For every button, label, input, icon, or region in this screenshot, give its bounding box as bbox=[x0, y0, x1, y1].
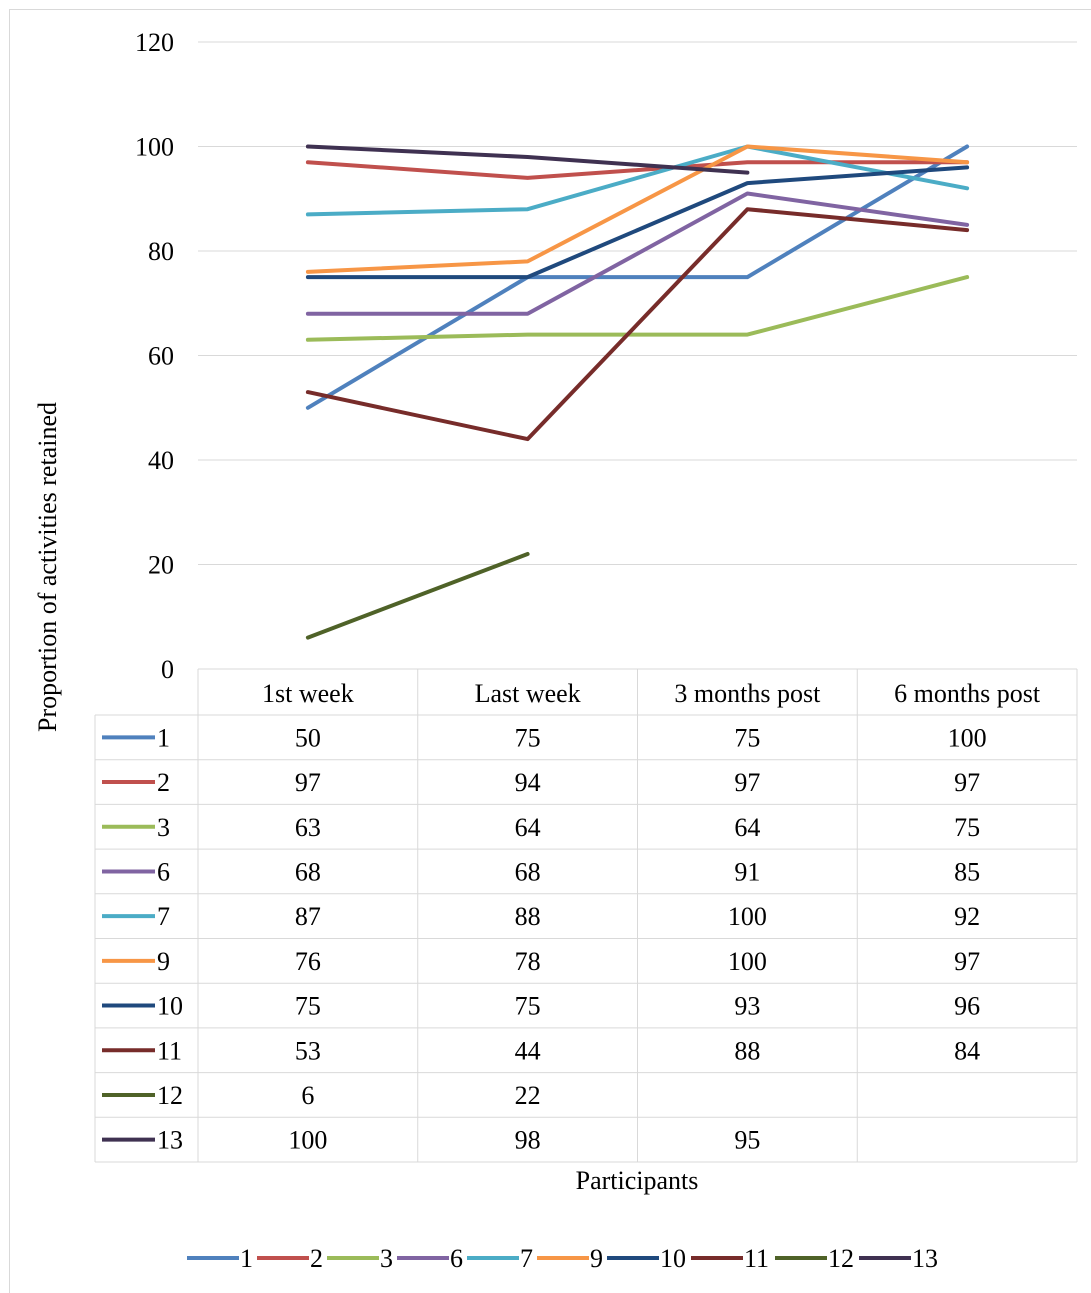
table-row-label: 7 bbox=[157, 902, 170, 931]
series-line bbox=[305, 191, 970, 316]
table-value-cell: 100 bbox=[728, 947, 767, 976]
table-value-cell: 100 bbox=[728, 902, 767, 931]
table-row-label: 3 bbox=[157, 813, 170, 842]
y-tick-label: 40 bbox=[148, 446, 174, 475]
table-value-cell: 92 bbox=[954, 902, 980, 931]
x-axis-title: Participants bbox=[576, 1166, 699, 1195]
table-value-cell: 75 bbox=[954, 813, 980, 842]
table-row-label: 12 bbox=[157, 1081, 183, 1110]
y-tick-label: 60 bbox=[148, 342, 174, 371]
legend-label: 13 bbox=[912, 1244, 938, 1273]
y-tick-label: 80 bbox=[148, 237, 174, 266]
table-value-cell: 100 bbox=[948, 723, 987, 752]
table-value-cell: 94 bbox=[515, 768, 541, 797]
table-row-label: 9 bbox=[157, 947, 170, 976]
table-value-cell: 75 bbox=[295, 992, 321, 1021]
legend-label: 12 bbox=[828, 1244, 854, 1273]
table-row-label: 13 bbox=[157, 1126, 183, 1155]
table-value-cell: 88 bbox=[734, 1036, 760, 1065]
legend-label: 2 bbox=[310, 1244, 323, 1273]
table-value-cell: 97 bbox=[295, 768, 321, 797]
series-line bbox=[305, 144, 970, 217]
series-line bbox=[305, 144, 970, 410]
table-value-cell: 64 bbox=[734, 813, 760, 842]
table-value-cell: 64 bbox=[515, 813, 541, 842]
y-tick-label: 100 bbox=[135, 133, 174, 162]
table-value-cell: 76 bbox=[295, 947, 321, 976]
legend-label: 11 bbox=[744, 1244, 769, 1273]
table-header-cell: 3 months post bbox=[674, 679, 821, 708]
table-value-cell: 96 bbox=[954, 992, 980, 1021]
table-value-cell: 91 bbox=[734, 857, 760, 886]
series-line bbox=[305, 144, 970, 274]
table-row-label: 10 bbox=[157, 992, 183, 1021]
legend-label: 10 bbox=[660, 1244, 686, 1273]
series-line bbox=[305, 144, 750, 175]
series-line bbox=[305, 207, 970, 442]
table-value-cell: 84 bbox=[954, 1036, 980, 1065]
table-row-label: 1 bbox=[157, 723, 170, 752]
table-value-cell: 68 bbox=[515, 857, 541, 886]
table-value-cell: 53 bbox=[295, 1036, 321, 1065]
table-value-cell: 95 bbox=[734, 1126, 760, 1155]
legend-label: 9 bbox=[590, 1244, 603, 1273]
series-line bbox=[305, 160, 970, 180]
y-tick-label: 20 bbox=[148, 551, 174, 580]
table-value-cell: 97 bbox=[954, 947, 980, 976]
table-value-cell: 75 bbox=[734, 723, 760, 752]
series-line bbox=[305, 275, 970, 342]
chart-frame bbox=[9, 9, 1091, 1293]
series-line bbox=[305, 552, 530, 640]
table-value-cell: 97 bbox=[734, 768, 760, 797]
table-header-cell: Last week bbox=[475, 679, 581, 708]
legend-label: 6 bbox=[450, 1244, 463, 1273]
series-line bbox=[305, 165, 970, 280]
table-value-cell: 44 bbox=[515, 1036, 541, 1065]
legend-label: 7 bbox=[520, 1244, 533, 1273]
table-value-cell: 87 bbox=[295, 902, 321, 931]
table-value-cell: 75 bbox=[515, 992, 541, 1021]
table-value-cell: 93 bbox=[734, 992, 760, 1021]
table-value-cell: 22 bbox=[515, 1081, 541, 1110]
table-header-cell: 6 months post bbox=[894, 679, 1041, 708]
y-axis-title: Proportion of activities retained bbox=[33, 402, 62, 732]
table-value-cell: 85 bbox=[954, 857, 980, 886]
y-tick-label: 0 bbox=[161, 655, 174, 684]
table-value-cell: 100 bbox=[288, 1126, 327, 1155]
table-value-cell: 78 bbox=[515, 947, 541, 976]
table-value-cell: 63 bbox=[295, 813, 321, 842]
table-value-cell: 98 bbox=[515, 1126, 541, 1155]
table-value-cell: 50 bbox=[295, 723, 321, 752]
table-value-cell: 75 bbox=[515, 723, 541, 752]
table-value-cell: 88 bbox=[515, 902, 541, 931]
table-header-cell: 1st week bbox=[262, 679, 354, 708]
table-row-label: 11 bbox=[157, 1036, 182, 1065]
table-value-cell: 6 bbox=[301, 1081, 314, 1110]
table-value-cell: 97 bbox=[954, 768, 980, 797]
legend-label: 3 bbox=[380, 1244, 393, 1273]
table-row-label: 6 bbox=[157, 857, 170, 886]
table-row-label: 2 bbox=[157, 768, 170, 797]
table-value-cell: 68 bbox=[295, 857, 321, 886]
y-tick-label: 120 bbox=[135, 28, 174, 57]
legend-label: 1 bbox=[240, 1244, 253, 1273]
